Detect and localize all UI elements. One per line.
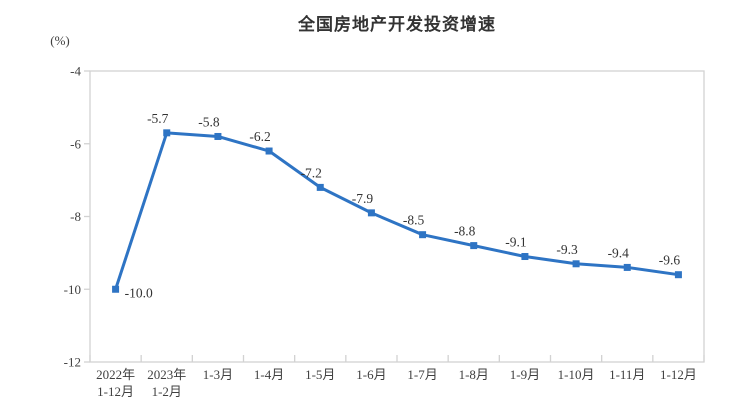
x-axis-label: 1-4月 xyxy=(254,367,284,382)
data-point-marker xyxy=(316,183,324,191)
data-point-marker xyxy=(214,132,222,140)
y-axis-tick-label: -12 xyxy=(64,355,81,370)
x-axis-label: 1-12月 xyxy=(660,367,697,382)
y-axis-tick-label: -4 xyxy=(70,64,81,79)
data-point-label: -7.2 xyxy=(301,165,322,180)
data-point-label: -9.1 xyxy=(505,235,526,250)
x-axis-label: 1-6月 xyxy=(356,367,386,382)
data-point-label: -9.4 xyxy=(608,245,630,260)
data-point-marker xyxy=(623,263,631,271)
y-axis-tick-label: -6 xyxy=(70,136,81,151)
x-axis-label: 1-5月 xyxy=(305,367,335,382)
y-axis-tick-label: -10 xyxy=(64,282,81,297)
data-point-label: -8.5 xyxy=(403,213,425,228)
data-point-label: -9.6 xyxy=(659,253,681,268)
data-point-label: -9.3 xyxy=(556,242,578,257)
y-axis-unit-label: (%) xyxy=(50,33,70,48)
x-axis-label: 2022年 xyxy=(96,367,135,382)
data-point-label: -5.7 xyxy=(147,111,169,126)
plot-border xyxy=(89,70,705,363)
data-point-marker xyxy=(674,271,682,279)
data-point-marker xyxy=(572,260,580,268)
data-point-marker xyxy=(419,231,427,239)
y-axis-tick-label: -8 xyxy=(70,209,81,224)
x-axis-label: 1-7月 xyxy=(407,367,437,382)
data-point-marker xyxy=(265,147,273,155)
x-axis-label: 1-3月 xyxy=(203,367,233,382)
data-point-marker xyxy=(521,253,529,261)
x-axis-label: 1-8月 xyxy=(459,367,489,382)
x-axis-label: 1-9月 xyxy=(510,367,540,382)
data-point-label: -7.9 xyxy=(352,191,374,206)
x-axis-label: 1-12月 xyxy=(97,384,134,399)
x-axis-label: 1-11月 xyxy=(609,367,645,382)
x-axis-label: 1-10月 xyxy=(558,367,595,382)
data-point-label: -6.2 xyxy=(249,129,270,144)
data-point-marker xyxy=(163,129,171,137)
data-point-label: -5.8 xyxy=(198,114,220,129)
x-axis-label: 1-2月 xyxy=(152,384,182,399)
data-point-marker xyxy=(367,209,375,217)
x-axis-label: 2023年 xyxy=(147,367,186,382)
data-point-marker xyxy=(470,242,478,250)
data-point-label: -8.8 xyxy=(454,224,476,239)
data-point-label: -10.0 xyxy=(125,285,153,300)
data-point-marker xyxy=(112,285,120,293)
data-line xyxy=(114,131,680,291)
chart-title: 全国房地产开发投资增速 xyxy=(298,15,496,34)
